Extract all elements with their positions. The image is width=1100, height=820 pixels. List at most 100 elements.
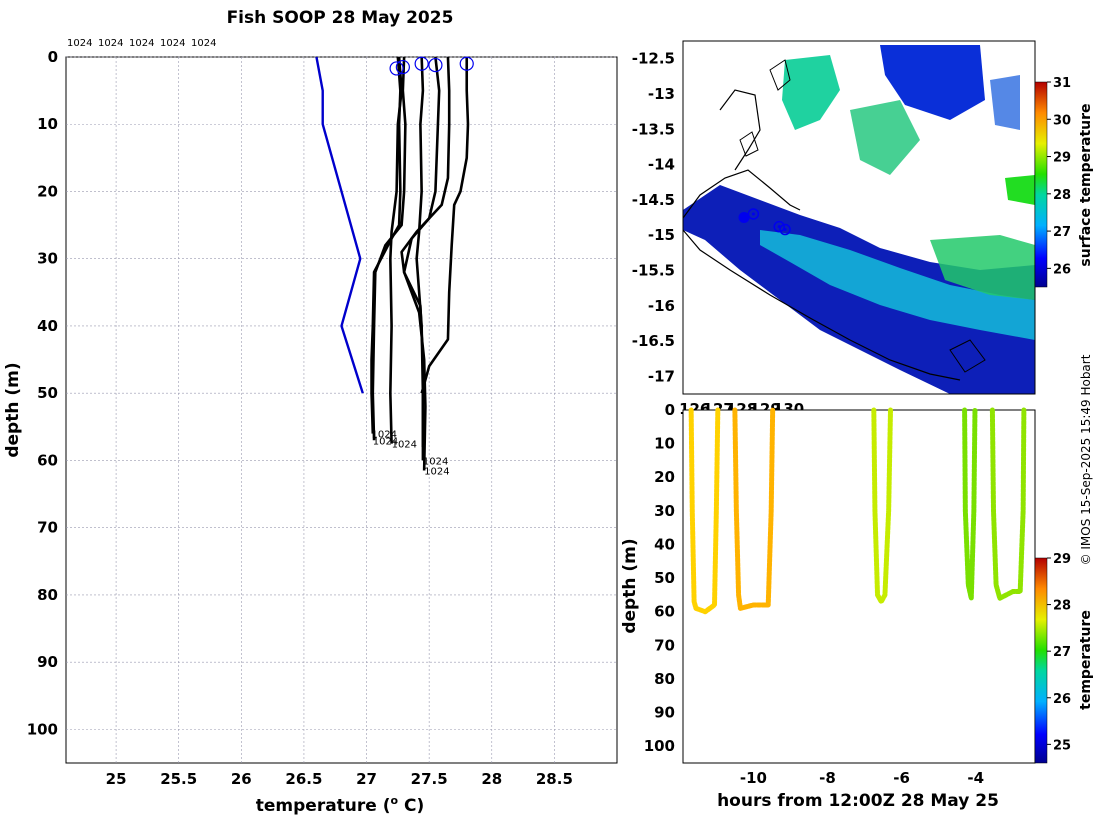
section-colorbar-tick-label: 29 [1053, 552, 1071, 567]
map-y-tick-label: -13.5 [632, 120, 675, 138]
sst-green-patch-centre [850, 100, 920, 175]
map-colorbar-label: surface temperature [1078, 103, 1094, 266]
profile-gridlines [66, 56, 617, 763]
section-cast-track [688, 407, 721, 615]
profile-y-tick-label: 30 [37, 250, 58, 268]
map-y-tick-label: -14.5 [632, 191, 675, 209]
map-colorbar-tick-label: 29 [1053, 151, 1071, 166]
section-x-tick-label: -10 [740, 769, 767, 787]
sst-map: -12.5 -13 -13.5 -14 -14.5 -15 -15.5 -16 -16.5 -17… [632, 40, 1094, 418]
profile-x-tick-label: 25 [106, 770, 127, 788]
coastline [683, 89, 961, 381]
map-station-markers [738, 208, 791, 236]
map-colorbar-tick-label: 30 [1053, 113, 1071, 128]
map-y-tick-label: -12.5 [632, 50, 675, 68]
profile-x-tick-labels: 25 25.5 26 26.5 27 27.5 28 28.5 [106, 770, 573, 788]
sst-green-patch-north [782, 55, 840, 130]
section-y-tick-labels: 0 10 20 30 40 50 60 70 80 90 100 [644, 401, 675, 755]
profile-line [400, 56, 451, 447]
map-y-tick-label: -15 [648, 226, 675, 244]
section-cast-track [732, 407, 776, 611]
section-y-axis-label: depth (m) [620, 538, 640, 633]
map-y-tick-label: -17 [648, 367, 675, 385]
profile-line [420, 57, 470, 394]
profile-line [371, 56, 407, 441]
map-station-ring [773, 220, 785, 233]
surface-marker [459, 56, 474, 71]
section-colorbar [1034, 557, 1048, 764]
section-x-tick-label: -4 [967, 769, 984, 787]
profile-y-tick-label: 70 [37, 519, 58, 537]
profile-x-tick-label: 27 [356, 770, 377, 788]
map-y-tick-label: -16 [648, 297, 675, 315]
surface-marker [395, 59, 410, 75]
section-y-tick-label: 30 [654, 502, 675, 520]
profile-y-tick-label: 20 [37, 182, 58, 200]
section-y-tick-label: 0 [665, 401, 675, 419]
section-y-tick-label: 40 [654, 535, 675, 553]
profile-axes-box [65, 56, 618, 764]
profile-top-label: 1024 [129, 38, 154, 49]
profile-x-axis-label: temperature (o C) [256, 794, 425, 816]
coastline-islands [739, 59, 986, 373]
section-x-tick-label: -8 [819, 769, 836, 787]
sst-bright-green-patch [1005, 175, 1035, 205]
surface-marker [389, 61, 404, 76]
section-colorbar-tick-label: 27 [1053, 645, 1071, 660]
profile-end-label: 1024 [373, 436, 398, 447]
map-station-dot [751, 212, 755, 216]
section-colorbar-tick-label: 28 [1053, 599, 1071, 614]
profile-y-tick-label: 10 [37, 115, 58, 133]
profile-y-tick-labels: 0 10 20 30 40 50 60 70 80 90 100 [27, 48, 58, 738]
map-colorbar-tick-label: 28 [1053, 188, 1071, 203]
section-cast-track [962, 407, 978, 601]
profile-x-tick-label: 28.5 [536, 770, 573, 788]
profile-y-tick-label: 50 [37, 384, 58, 402]
section-y-tick-label: 60 [654, 603, 675, 621]
section-colorbar-tick-label: 25 [1053, 738, 1071, 753]
map-colorbar-tick-label: 26 [1053, 262, 1071, 277]
sst-cyan-band [760, 230, 1035, 340]
profile-top-label: 1024 [67, 38, 92, 49]
profile-y-tick-label: 100 [27, 720, 58, 738]
section-colorbar-ticks: 25 26 27 28 29 [1047, 552, 1071, 753]
profile-y-tick-label: 90 [37, 653, 58, 671]
profile-top-label: 1024 [98, 38, 123, 49]
section-cast-track [989, 407, 1027, 601]
map-station-dot [783, 228, 787, 232]
map-station-ring [747, 208, 760, 220]
profile-top-label: 1024 [160, 38, 185, 49]
profile-end-label: 1024 [392, 440, 417, 451]
map-colorbar-tick-label: 27 [1053, 225, 1071, 240]
climatology-line [315, 56, 364, 394]
profile-y-axis-label: depth (m) [3, 362, 23, 457]
map-y-tick-label: -15.5 [632, 261, 675, 279]
profile-x-tick-label: 26 [231, 770, 252, 788]
section-y-tick-label: 100 [644, 737, 675, 755]
profile-end-label: 1024 [424, 467, 449, 478]
section-y-tick-label: 70 [654, 636, 675, 654]
map-station-ring [779, 223, 791, 236]
chart-title: Fish SOOP 28 May 2025 [226, 8, 454, 28]
profile-y-tick-label: 0 [48, 48, 58, 66]
section-colorbar-label: temperature [1078, 610, 1094, 710]
map-y-tick-label: -16.5 [632, 332, 675, 350]
sst-green-patch-east [930, 235, 1035, 300]
profile-end-label: 1024 [372, 430, 397, 441]
map-colorbar [1034, 81, 1048, 288]
section-y-tick-label: 20 [654, 468, 675, 486]
map-sst-field [683, 45, 1035, 394]
section-y-tick-label: 10 [654, 435, 675, 453]
map-y-tick-label: -13 [648, 85, 675, 103]
map-colorbar-tick-label: 31 [1053, 76, 1071, 91]
profile-y-tick-label: 60 [37, 451, 58, 469]
profile-x-tick-label: 27.5 [411, 770, 448, 788]
section-y-tick-label: 80 [654, 670, 675, 688]
section-plot: -10 -8 -6 -4 0 10 20 30 40 50 60 70 80 90 100 hours f… [620, 401, 1094, 811]
profile-line [389, 56, 403, 444]
section-y-tick-label: 50 [654, 569, 675, 587]
profile-end-label: 1024 [423, 456, 448, 467]
